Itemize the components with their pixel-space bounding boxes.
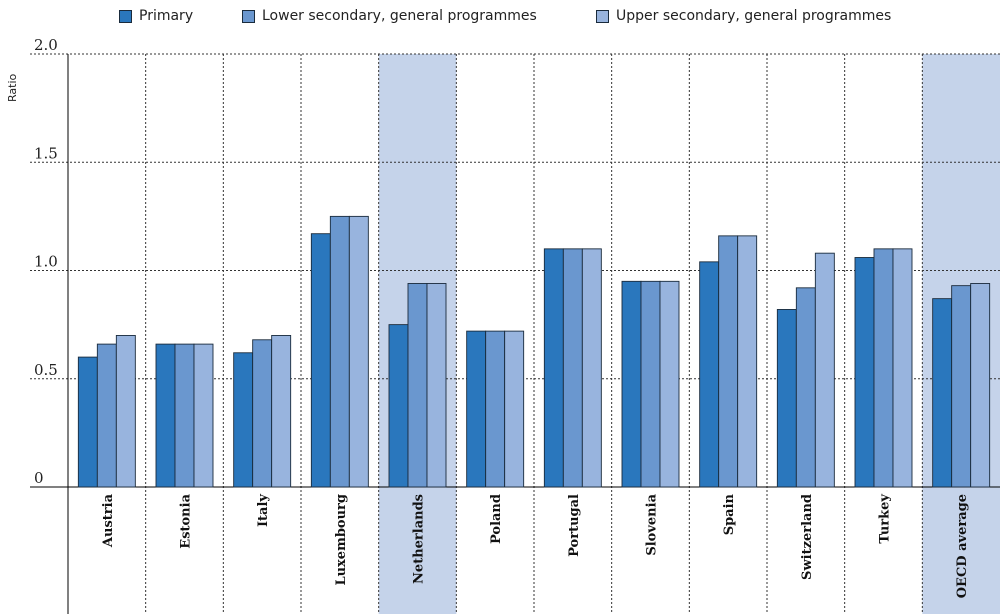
- bar-oecd-average-series-2: [951, 285, 972, 488]
- bar-netherlands-series-2: [407, 283, 428, 488]
- legend-item-upper-secondary: Upper secondary, general programmes: [596, 8, 891, 24]
- x-tick-label-switzerland: Switzerland: [800, 494, 815, 580]
- x-tick-label-oecd-average: OECD average: [955, 494, 970, 598]
- y-tick-label-1-0: 1.0: [34, 253, 58, 271]
- bar-luxembourg-series-3: [348, 215, 369, 488]
- bar-turkey-series-3: [892, 248, 913, 488]
- bar-austria-series-2: [96, 343, 117, 488]
- bar-turkey-series-1: [854, 257, 875, 488]
- bar-italy-series-3: [271, 335, 292, 488]
- x-tick-label-luxembourg: Luxembourg: [334, 494, 349, 586]
- bar-slovenia-series-1: [621, 280, 642, 488]
- bar-portugal-series-1: [543, 248, 564, 488]
- bar-portugal-series-3: [581, 248, 602, 488]
- bar-estonia-series-2: [174, 343, 195, 488]
- x-tick-label-estonia: Estonia: [179, 493, 194, 548]
- bar-switzerland-series-2: [795, 287, 816, 488]
- x-tick-label-spain: Spain: [722, 493, 737, 535]
- bar-austria-series-3: [115, 335, 136, 488]
- bar-oecd-average-series-1: [932, 298, 953, 488]
- x-tick-label-austria: Austria: [101, 493, 116, 548]
- x-tick-label-italy: Italy: [256, 494, 271, 527]
- y-tick-label-2-0: 2.0: [34, 36, 58, 54]
- bar-estonia-series-1: [155, 343, 176, 488]
- bar-switzerland-series-1: [776, 309, 797, 488]
- legend-label-primary: Primary: [139, 8, 194, 24]
- legend-swatch-primary: [119, 9, 132, 23]
- bar-austria-series-1: [77, 356, 98, 488]
- bar-turkey-series-2: [873, 248, 894, 488]
- bar-estonia-series-3: [193, 343, 214, 488]
- bar-poland-series-1: [466, 330, 487, 488]
- legend-item-lower-secondary: Lower secondary, general programmes: [242, 8, 537, 24]
- bar-slovenia-series-3: [659, 280, 680, 488]
- bar-poland-series-3: [504, 330, 525, 488]
- x-tick-label-netherlands: Netherlands: [412, 494, 427, 584]
- bar-spain-series-2: [718, 235, 739, 488]
- y-tick-label-1-5: 1.5: [34, 144, 58, 162]
- chart-legend: Primary Lower secondary, general program…: [0, 6, 1001, 28]
- y-tick-label-0-5: 0.5: [34, 361, 58, 379]
- bar-switzerland-series-3: [814, 252, 835, 488]
- legend-swatch-lower-secondary: [242, 9, 255, 23]
- bar-italy-series-1: [233, 352, 254, 488]
- x-tick-label-portugal: Portugal: [567, 494, 582, 557]
- x-tick-label-poland: Poland: [489, 494, 504, 544]
- bar-netherlands-series-1: [388, 324, 409, 488]
- bar-luxembourg-series-1: [310, 233, 331, 488]
- legend-label-upper-secondary: Upper secondary, general programmes: [616, 8, 892, 24]
- bar-spain-series-3: [737, 235, 758, 488]
- x-tick-label-turkey: Turkey: [878, 494, 893, 544]
- legend-item-primary: Primary: [119, 8, 193, 24]
- bar-poland-series-2: [485, 330, 506, 488]
- legend-swatch-upper-secondary: [596, 9, 609, 23]
- bar-netherlands-series-3: [426, 283, 447, 488]
- bar-slovenia-series-2: [640, 280, 661, 488]
- bar-oecd-average-series-3: [970, 283, 991, 488]
- x-tick-label-slovenia: Slovenia: [645, 493, 660, 555]
- y-tick-label-0: 0: [34, 469, 44, 487]
- bar-luxembourg-series-2: [329, 215, 350, 488]
- legend-label-lower-secondary: Lower secondary, general programmes: [262, 8, 537, 24]
- bar-portugal-series-2: [562, 248, 583, 488]
- bar-spain-series-1: [699, 261, 720, 488]
- bar-italy-series-2: [252, 339, 273, 488]
